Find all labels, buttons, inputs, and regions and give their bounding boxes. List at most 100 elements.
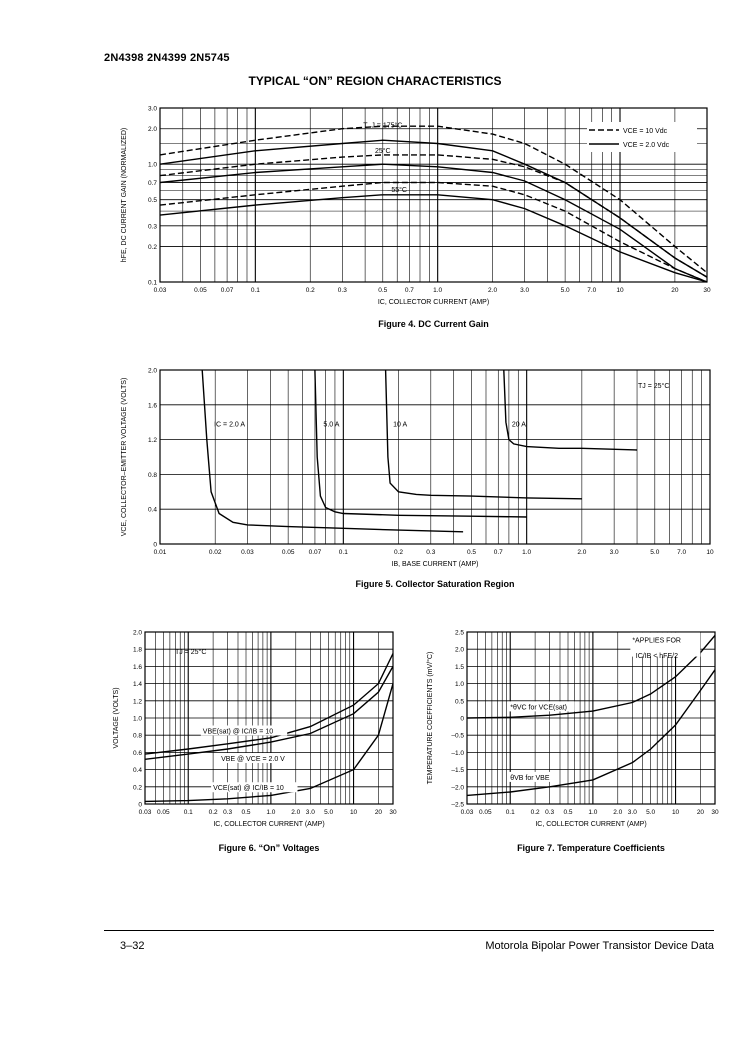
fig6-x-tick-label: 0.03 (139, 809, 152, 816)
section-title: TYPICAL “ON” REGION CHARACTERISTICS (248, 74, 502, 88)
fig5-x-tick-label: 0.05 (282, 549, 295, 556)
fig7-y-tick-label: 2.0 (455, 647, 464, 654)
fig7-series-label: *θVC for VCE(sat) (510, 704, 567, 711)
fig5-x-tick-label: 0.07 (309, 549, 322, 556)
fig7-x-tick-label: 0.03 (461, 809, 474, 816)
fig6-y-tick-label: 1.6 (133, 664, 142, 671)
fig7-x-tick-label: 0.5 (563, 809, 572, 816)
fig4-x-tick-label: 3.0 (520, 287, 529, 294)
fig4-plot-frame (159, 107, 708, 283)
fig4-legend-bg (587, 122, 697, 152)
fig4-series-line (159, 139, 708, 278)
fig7-x-axis-label: IC, COLLECTOR CURRENT (AMP) (535, 821, 646, 828)
fig6-series-label: VBE @ VCE = 2.0 V (221, 756, 285, 763)
figures-canvas: 0.03 0.05 0.07 0.1 0.2 0.3 0.5 0.7 1.0 2.0 3.0 5.0 7… (113, 106, 719, 854)
fig4-x-tick-label: 0.05 (194, 287, 207, 294)
fig5-x-tick-label: 0.03 (241, 549, 254, 556)
fig4-y-tick-label: 0.3 (148, 223, 157, 230)
fig4-x-tick-label: 0.07 (221, 287, 234, 294)
part-numbers: 2N4398 2N4399 2N5745 (104, 52, 230, 64)
fig4-legend-entry: VCE = 2.0 Vdc (623, 142, 670, 149)
fig7-series-label: θVB for VBE (510, 775, 550, 782)
fig5-series-label: 10 A (393, 422, 407, 429)
fig5-y-tick-label: 0 (153, 542, 157, 549)
fig7-x-tick-label: 20 (697, 809, 705, 816)
fig5-series-line (314, 369, 527, 518)
fig4-y-tick-label: 0.1 (148, 280, 157, 287)
fig6-x-tick-label: 20 (375, 809, 383, 816)
fig4-annotation-25c: 25°C (375, 147, 391, 155)
fig5-y-tick-label: 0.8 (148, 472, 157, 479)
fig5-x-tick-label: 0.7 (494, 549, 503, 556)
fig5-y-axis-label: VCE, COLLECTOR–EMITTER VOLTAGE (VOLTS) (121, 378, 128, 537)
fig7-x-tick-label: 5.0 (646, 809, 655, 816)
fig6-x-tick-label: 0.5 (241, 809, 250, 816)
fig5-x-tick-label: 0.1 (339, 549, 348, 556)
fig4-x-tick-label: 5.0 (561, 287, 570, 294)
fig7-x-tick-label: 0.3 (545, 809, 554, 816)
fig7-y-tick-label: 0 (460, 716, 464, 723)
fig6-x-tick-label: 0.2 (209, 809, 218, 816)
publisher-line: Motorola Bipolar Power Transistor Device… (485, 940, 714, 952)
fig7-x-tick-label: 0.05 (479, 809, 492, 816)
fig5-x-tick-label: 5.0 (650, 549, 659, 556)
fig6-y-tick-label: 0.6 (133, 750, 142, 757)
fig6-y-tick-label: 0.2 (133, 784, 142, 791)
fig6-label-bg (211, 782, 298, 793)
fig7-x-tick-label: 0.1 (506, 809, 515, 816)
fig6-x-tick-label: 10 (350, 809, 358, 816)
fig4-x-tick-label: 1.0 (433, 287, 442, 294)
fig5-plot-frame (159, 369, 711, 545)
fig7-y-tick-label: –1.0 (451, 750, 464, 757)
fig7-y-tick-label: –1.5 (451, 767, 464, 774)
fig6-y-tick-label: 0.8 (133, 733, 142, 740)
fig7-x-tick-label: 3.0 (628, 809, 637, 816)
fig4-y-tick-label: 0.5 (148, 197, 157, 204)
fig4-series-line (159, 181, 708, 283)
fig4-annotation-175c: T_J = 175°C (363, 121, 402, 129)
fig7-series-line (466, 634, 716, 719)
fig4-caption: Figure 4. DC Current Gain (378, 319, 489, 329)
fig6-series-line (144, 666, 394, 760)
fig5-y-tick-label: 1.2 (148, 437, 157, 444)
fig6-x-tick-label: 0.1 (184, 809, 193, 816)
fig7-label-bg (508, 771, 554, 782)
fig4-x-tick-label: 0.3 (338, 287, 347, 294)
fig6-label-bg (200, 725, 288, 736)
fig5-x-tick-label: 0.02 (209, 549, 222, 556)
fig6-x-tick-label: 5.0 (324, 809, 333, 816)
fig7-annotation-condition: IC/IB < hFE/2 (636, 653, 678, 660)
fig7-series-line (466, 669, 716, 797)
fig6-y-tick-label: 1.8 (133, 647, 142, 654)
fig4-series-line (159, 194, 708, 283)
fig6-y-tick-label: 0 (138, 802, 142, 809)
fig7-x-tick-label: 30 (711, 809, 719, 816)
fig4-x-axis-label: IC, COLLECTOR CURRENT (AMP) (378, 299, 489, 306)
fig4-legend-entry: VCE = 10 Vdc (623, 128, 668, 135)
fig7-annotation-applies: *APPLIES FOR (632, 637, 681, 644)
fig6-series-label: VCE(sat) @ IC/IB = 10 (213, 785, 284, 792)
fig6-x-tick-label: 0.05 (157, 809, 170, 816)
fig6-x-tick-label: 0.3 (223, 809, 232, 816)
fig4-x-tick-label: 0.2 (306, 287, 315, 294)
fig5-y-tick-label: 2.0 (148, 368, 157, 375)
fig6-caption: Figure 6. “On” Voltages (219, 843, 320, 853)
fig5-series-label: 20 A (512, 422, 526, 429)
fig4-y-axis-label: hFE, DC CURRENT GAIN (NORMALIZED) (121, 128, 128, 262)
fig5-annotation-tj: TJ = 25°C (638, 382, 669, 390)
fig6-y-tick-label: 2.0 (133, 630, 142, 637)
fig4-x-tick-label: 30 (703, 287, 711, 294)
fig6-y-tick-label: 1.2 (133, 698, 142, 705)
fig4-x-tick-label: 0.1 (251, 287, 260, 294)
fig6-y-tick-label: 1.4 (133, 681, 142, 688)
fig6-label-bg (219, 753, 288, 763)
fig4-x-tick-label: 10 (616, 287, 624, 294)
fig5-series-line (503, 369, 638, 451)
fig7-x-tick-label: 2.0 (613, 809, 622, 816)
fig5-x-tick-label: 0.3 (426, 549, 435, 556)
fig6-x-tick-label: 2.0 (291, 809, 300, 816)
footer-rule (104, 930, 714, 931)
fig4-x-tick-label: 0.5 (378, 287, 387, 294)
fig6-series-line (144, 653, 394, 755)
fig7-label-bg (508, 701, 575, 712)
